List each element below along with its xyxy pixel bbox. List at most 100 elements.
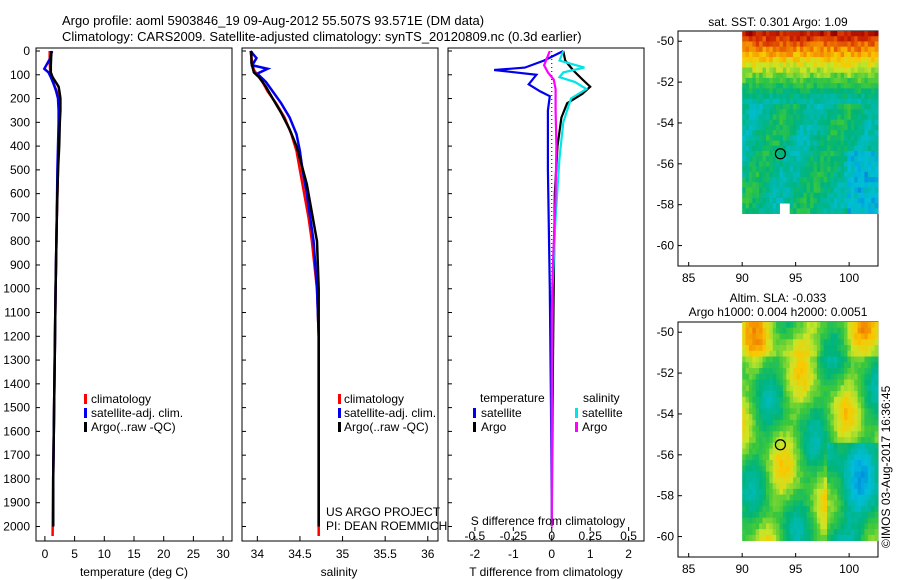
heatmap-cell xyxy=(806,171,811,178)
heatmap-cell xyxy=(844,511,848,519)
heatmap-cell xyxy=(742,500,746,507)
heatmap-cell xyxy=(769,437,774,444)
heatmap-cell xyxy=(837,41,842,48)
heatmap-cell xyxy=(745,362,750,369)
heatmap-cell xyxy=(759,460,763,467)
heatmap-cell xyxy=(847,327,852,334)
heatmap-cell xyxy=(786,327,791,334)
heatmap-cell xyxy=(847,517,852,524)
heatmap-cell xyxy=(752,408,757,415)
heatmap-cell xyxy=(857,362,862,369)
heatmap-cell xyxy=(823,41,828,48)
heatmap-cell xyxy=(823,431,828,438)
heatmap-cell xyxy=(789,442,794,449)
heatmap-cell xyxy=(799,46,804,53)
heatmap-cell xyxy=(793,72,797,79)
heatmap-cell xyxy=(861,192,865,199)
heatmap-cell xyxy=(857,36,862,42)
heatmap-cell xyxy=(820,356,825,363)
heatmap-cell xyxy=(786,161,791,168)
heatmap-cell xyxy=(772,46,777,53)
heatmap-cell xyxy=(803,408,808,415)
heatmap-cell xyxy=(765,506,770,513)
heatmap-cell xyxy=(837,356,842,363)
heatmap-cell xyxy=(789,140,794,147)
heatmap-cell xyxy=(782,83,787,89)
heatmap-cell xyxy=(847,506,852,513)
heatmap-cell xyxy=(789,339,794,346)
heatmap-cell xyxy=(806,523,811,530)
heatmap-cell xyxy=(806,67,811,74)
heatmap-cell xyxy=(864,477,869,484)
heatmap-cell xyxy=(745,471,750,478)
heatmap-cell xyxy=(844,98,848,105)
heatmap-cell xyxy=(759,67,763,74)
heatmap-cell xyxy=(799,471,804,478)
heatmap-cell xyxy=(776,471,780,478)
heatmap-cell xyxy=(827,156,831,162)
heatmap-cell xyxy=(847,511,852,519)
legend-heading-salinity: salinity xyxy=(583,391,620,405)
heatmap-cell xyxy=(810,130,814,136)
heatmap-cell xyxy=(803,322,808,329)
heatmap-cell xyxy=(816,156,821,162)
heatmap-cell xyxy=(823,124,828,131)
heatmap-cell xyxy=(874,460,879,467)
heatmap-cell xyxy=(857,425,862,432)
heatmap-cell xyxy=(830,500,835,507)
heatmap-cell xyxy=(786,77,791,84)
heatmap-cell xyxy=(837,109,842,115)
heatmap-cell xyxy=(823,182,828,188)
heatmap-cell xyxy=(782,182,787,188)
heatmap-cell xyxy=(799,379,804,386)
heatmap-cell xyxy=(806,345,811,352)
heatmap-cell xyxy=(742,379,746,386)
heatmap-cell xyxy=(861,460,865,467)
heatmap-cell xyxy=(847,36,852,42)
heatmap-cell xyxy=(772,494,777,501)
heatmap-cell xyxy=(810,145,814,152)
heatmap-cell xyxy=(833,208,838,214)
heatmap-cell xyxy=(765,182,770,188)
heatmap-cell xyxy=(820,483,825,490)
heatmap-cell xyxy=(864,391,869,398)
heatmap-cell xyxy=(745,454,750,461)
heatmap-cell xyxy=(762,442,767,449)
heatmap-cell xyxy=(789,379,794,386)
heatmap-cell xyxy=(840,471,845,478)
heatmap-cell xyxy=(864,31,869,37)
heatmap-cell xyxy=(759,203,763,209)
heatmap-cell xyxy=(803,419,808,426)
heatmap-cell xyxy=(854,523,859,530)
heatmap-cell xyxy=(810,104,814,110)
heatmap-cell xyxy=(844,114,848,121)
heatmap-cell xyxy=(755,135,760,141)
heatmap-cell xyxy=(745,41,750,48)
heatmap-cell xyxy=(786,500,791,507)
x-tick-label: 25 xyxy=(187,547,201,561)
heatmap-cell xyxy=(776,187,780,194)
heatmap-cell xyxy=(786,506,791,513)
heatmap-cell xyxy=(755,465,760,472)
heatmap-cell xyxy=(776,494,780,501)
heatmap-cell xyxy=(840,177,845,183)
heatmap-cell xyxy=(765,494,770,501)
heatmap-cell xyxy=(813,166,818,173)
heatmap-cell xyxy=(755,391,760,398)
heatmap-cell xyxy=(742,345,746,352)
heatmap-cell xyxy=(769,197,774,204)
heatmap-cell xyxy=(813,431,818,438)
heatmap-cell xyxy=(820,187,825,194)
heatmap-cell xyxy=(854,51,859,58)
heatmap-cell xyxy=(820,67,825,74)
heatmap-cell xyxy=(816,511,821,519)
heatmap-cell xyxy=(844,51,848,58)
heatmap-cell xyxy=(796,477,801,484)
heatmap-cell xyxy=(789,483,794,490)
heatmap-cell xyxy=(816,333,821,340)
heatmap-cell xyxy=(833,534,838,542)
heatmap-cell xyxy=(752,322,757,329)
heatmap-cell xyxy=(762,88,767,94)
heatmap-cell xyxy=(813,72,818,79)
